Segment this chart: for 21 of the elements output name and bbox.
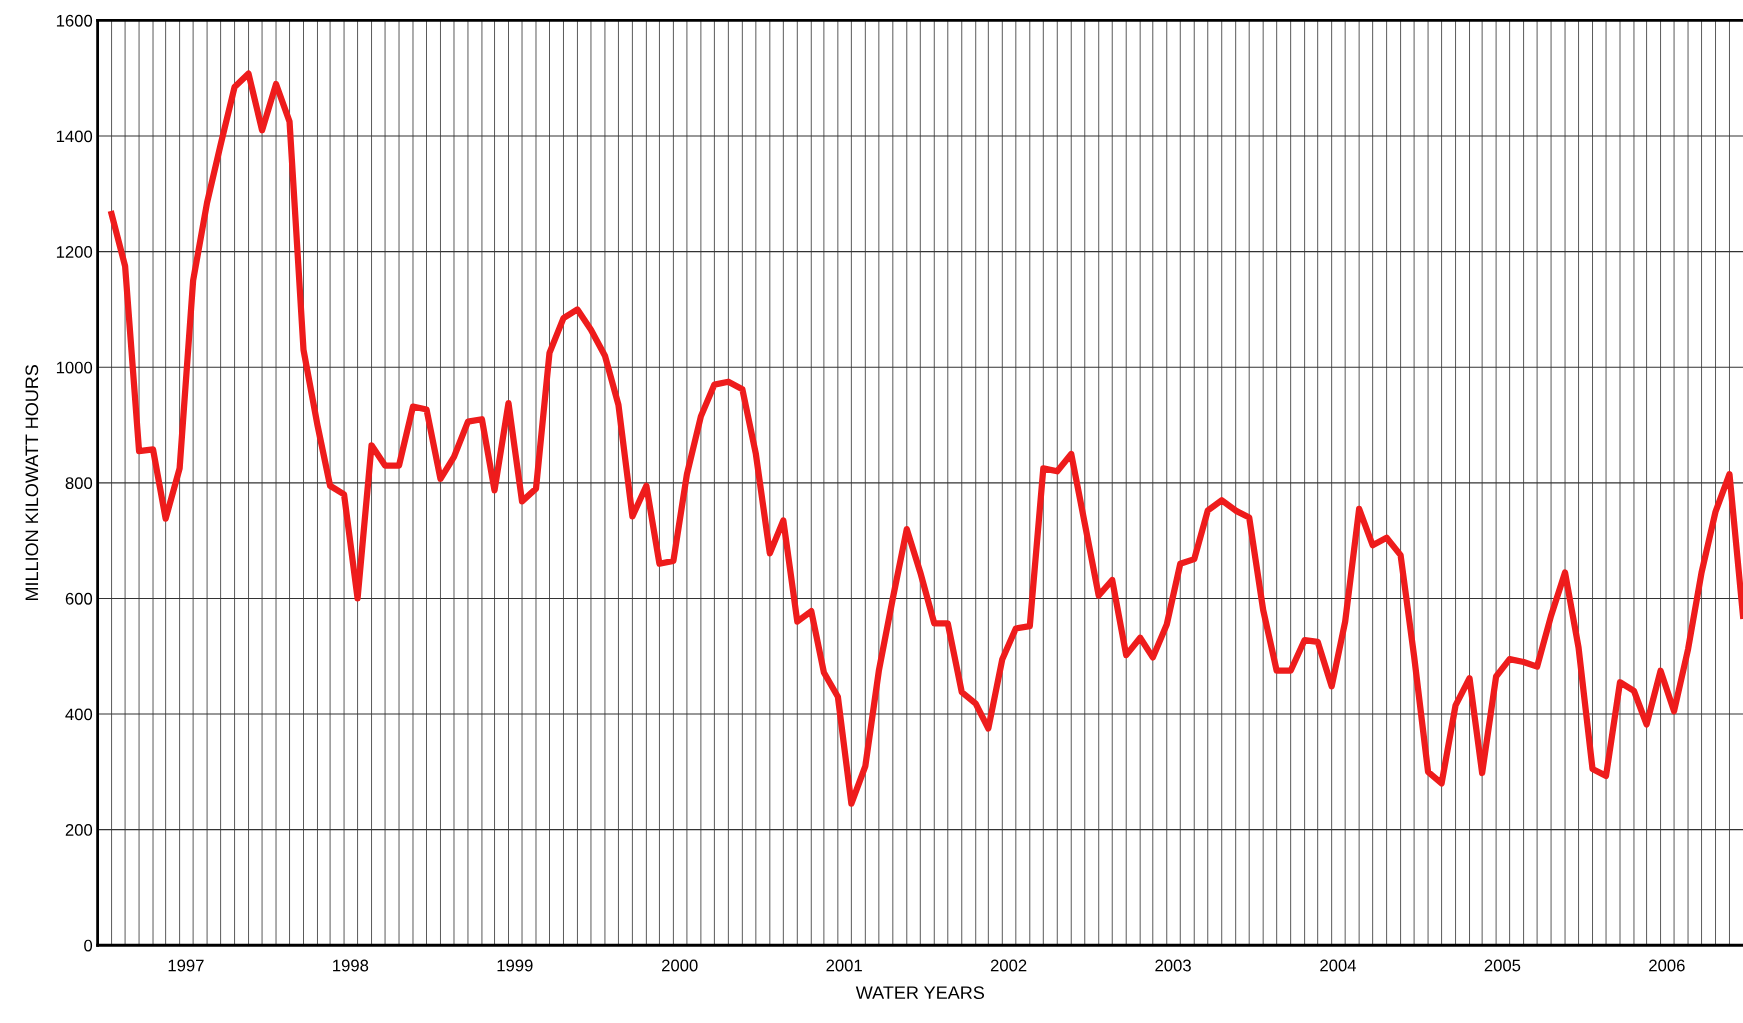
x-tick-label: 2006 (1649, 959, 1685, 972)
y-tick-label: 400 (65, 708, 93, 721)
y-tick-label: 1200 (56, 246, 93, 258)
y-tick-label: 800 (65, 477, 93, 490)
y-axis-title: MILLION KILOWATT HOURS (25, 364, 39, 601)
y-tick-label: 200 (65, 824, 93, 836)
x-tick-label: 2000 (662, 959, 698, 972)
x-tick-label: 2001 (826, 959, 862, 972)
y-tick-label: 600 (65, 592, 93, 605)
x-tick-label: 2004 (1320, 959, 1357, 972)
y-tick-label: 0 (84, 939, 93, 952)
y-tick-label: 1600 (56, 14, 93, 27)
y-tick-label: 1000 (56, 361, 93, 374)
y-tick-label: 1400 (56, 130, 93, 143)
x-tick-label: 2003 (1155, 959, 1191, 972)
x-tick-label: 1999 (497, 959, 533, 972)
x-axis-title: WATER YEARS (855, 986, 985, 1000)
x-tick-label: 1998 (333, 959, 369, 972)
x-tick-label: 1997 (168, 959, 204, 972)
x-tick-label: 2002 (990, 959, 1027, 972)
x-tick-label: 2005 (1484, 959, 1521, 972)
